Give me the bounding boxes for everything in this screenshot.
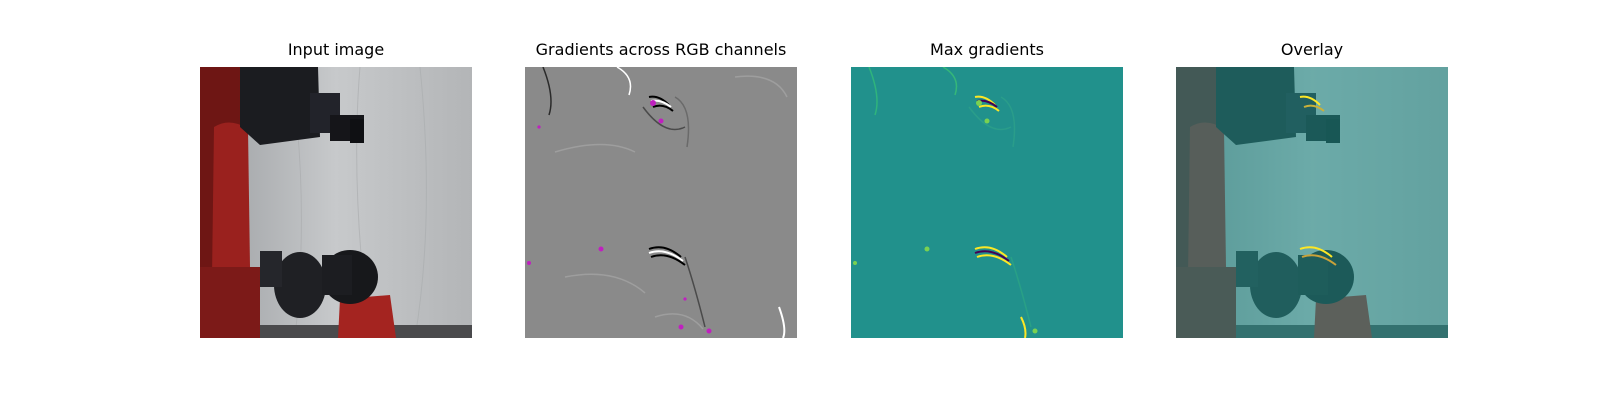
- rgb-gradients-graphic: [525, 67, 797, 338]
- max-gradients-graphic: [851, 67, 1123, 338]
- input-image-graphic: [200, 67, 472, 338]
- panel-title-input-image: Input image: [287, 40, 385, 59]
- gradient-hotspots: [527, 100, 712, 334]
- robot-arm-red: [212, 122, 250, 287]
- input-image: [200, 67, 472, 338]
- upper-gripper: [240, 67, 320, 145]
- max-gradients-image: [851, 67, 1123, 338]
- lower-gripper: [274, 252, 326, 318]
- overlay-graphic: [1176, 67, 1448, 338]
- overlay-tint: [1176, 67, 1448, 338]
- panel-title-rgb-gradients: Gradients across RGB channels: [535, 40, 787, 59]
- rgb-gradients-image: [525, 67, 797, 338]
- panel-title-overlay: Overlay: [1280, 40, 1344, 59]
- panel-title-max-gradients: Max gradients: [930, 40, 1044, 59]
- gradient-hotspots-viridis: [853, 100, 1038, 334]
- overlay-image: [1176, 67, 1448, 338]
